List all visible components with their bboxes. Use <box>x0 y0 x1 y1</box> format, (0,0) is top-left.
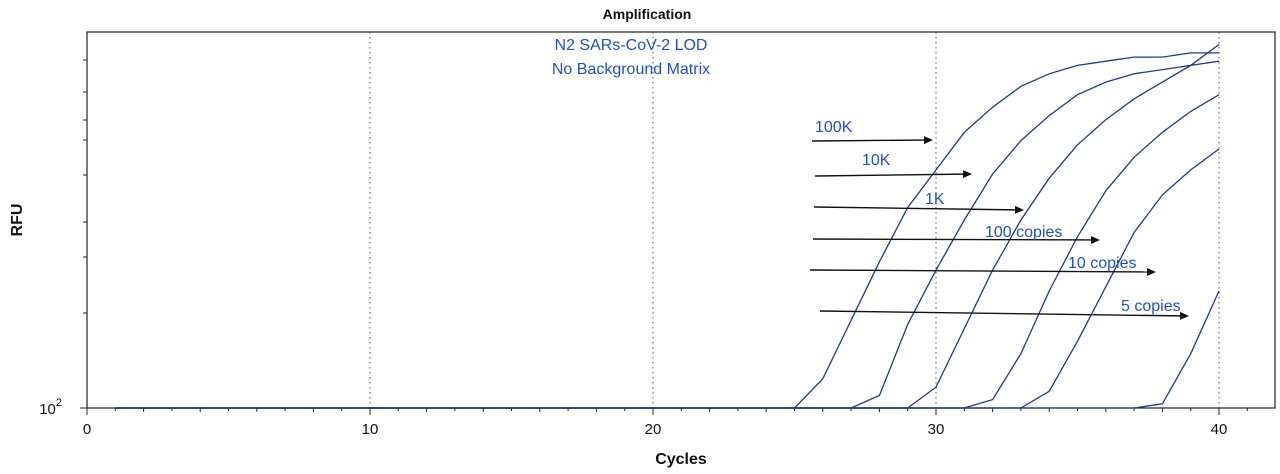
arrow-label-100-copies: 100 copies <box>985 224 1062 241</box>
x-tick-label-30: 30 <box>928 421 945 438</box>
arrow-label-1k: 1K <box>925 191 945 208</box>
curve-100-copies <box>115 94 1220 409</box>
curve-5-copies <box>115 290 1220 409</box>
arrow-1 <box>811 136 933 145</box>
arrow-label-100k: 100K <box>815 119 853 136</box>
y-axis-ticks <box>80 59 87 409</box>
curve-10-copies <box>115 148 1220 409</box>
arrow-label-5-copies: 5 copies <box>1121 298 1181 315</box>
arrow-label-10-copies: 10 copies <box>1068 255 1137 272</box>
x-tick-label-20: 20 <box>645 421 662 438</box>
annotation-line-1: N2 SARs-CoV-2 LOD <box>555 37 708 54</box>
y-axis-label: RFU <box>9 204 26 237</box>
arrow-label-10k: 10K <box>862 152 891 169</box>
arrow-2 <box>814 170 972 179</box>
curve-100k <box>115 52 1219 409</box>
arrow-3 <box>813 205 1024 214</box>
x-tick-label-0: 0 <box>83 421 91 438</box>
arrow-6 <box>819 310 1189 320</box>
arrow-4 <box>812 235 1100 244</box>
curve-10k <box>115 60 1220 409</box>
x-axis-ticks: 0 10 20 30 40 <box>83 408 1248 438</box>
x-tick-label-40: 40 <box>1211 421 1228 438</box>
arrow-5 <box>809 267 1156 276</box>
y-tick-label-base: 102 <box>39 397 62 418</box>
curve-1k <box>115 43 1220 409</box>
chart-title: Amplification <box>603 6 692 22</box>
amplification-curves <box>115 43 1220 409</box>
annotation-line-2: No Background Matrix <box>552 61 710 78</box>
label-arrows <box>809 136 1189 320</box>
x-axis-label: Cycles <box>655 451 707 468</box>
plot-frame <box>86 31 1276 409</box>
x-tick-label-10: 10 <box>362 421 379 438</box>
